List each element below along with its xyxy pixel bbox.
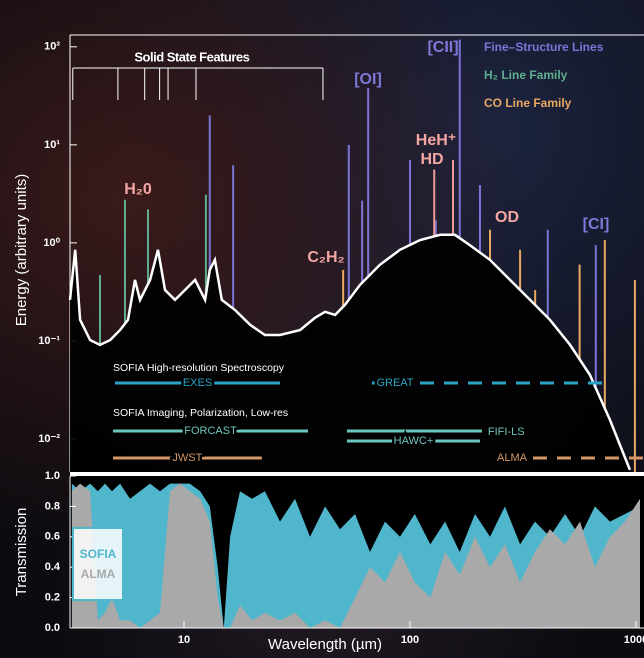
y-tick-label: 10⁻² [38,433,60,445]
legend-label: Fine–Structure Lines [484,40,604,54]
y-axis-label: Energy (arbitrary units) [13,174,30,327]
group-title: SOFIA Imaging, Polarization, Low-res [113,407,288,419]
instrument-label: HAWC+ [394,435,434,447]
separator [70,472,644,476]
legend-label: H₂ Line Family [484,68,568,82]
sed-line [68,233,632,471]
instrument-label: FORCAST [184,425,237,437]
line-label: HD [420,151,443,168]
y-tick-label: 0.2 [45,592,60,604]
y-tick-label: 0.6 [45,531,60,543]
y-tick-label: 10¹ [44,139,60,151]
y-tick-label: 10⁰ [43,237,60,249]
x-axis-label: Wavelength (µm) [268,636,382,653]
y-tick-label: 1.0 [45,470,60,482]
line-label: OD [495,209,519,226]
instrument-label: FIFI-LS [488,426,525,438]
line-label: H₂0 [124,181,152,198]
line-label: C₂H₂ [307,249,344,266]
line-label: [CI] [583,216,610,233]
legend-label: SOFIA [80,547,117,561]
sed-fill [70,234,630,472]
instrument-label: GREAT [376,377,413,389]
group-title: SOFIA High-resolution Spectroscopy [113,362,285,374]
y-tick-label: 0.8 [45,500,60,512]
bracket-label: Solid State Features [134,49,249,64]
y-tick-label: 0.4 [45,561,61,573]
x-tick-label: 100 [401,634,419,646]
instrument-label: ALMA [497,452,528,464]
legend-label: CO Line Family [484,96,572,110]
transmission-area [71,483,640,628]
y-tick-label: 0.0 [45,622,60,634]
instrument-label: EXES [183,377,212,389]
y-axis-label: Transmission [13,508,30,597]
y-tick-label: 10⁻¹ [38,335,60,347]
x-tick-label: 10 [178,634,190,646]
x-tick-label: 1000 [624,634,644,646]
y-tick-label: 10² [44,41,60,53]
line-label: HeH⁺ [416,132,456,149]
legend-label: ALMA [81,567,116,581]
instrument-label: JWST [172,452,202,464]
legend-box [72,527,124,601]
line-label: [CII] [427,39,458,56]
line-label: [OI] [354,71,382,88]
